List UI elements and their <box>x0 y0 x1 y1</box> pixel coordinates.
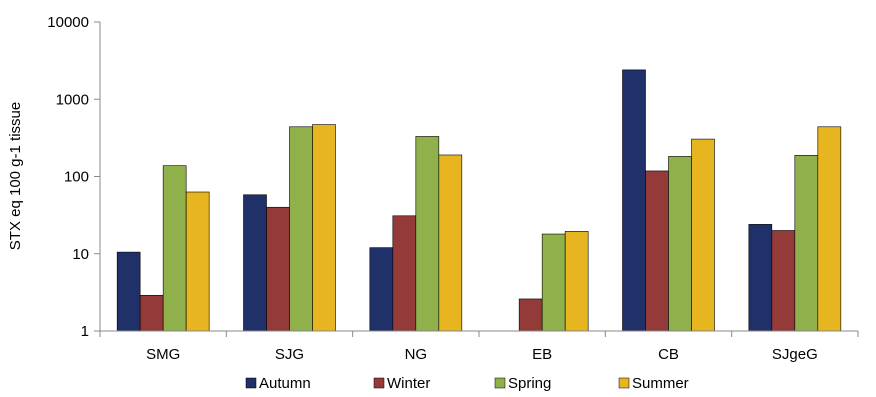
x-tick-label: NG <box>405 346 428 363</box>
bar-autumn-sjg <box>243 194 267 332</box>
legend-label-spring: Spring <box>508 375 551 392</box>
bar-autumn-smg <box>116 251 141 332</box>
y-axis-title-group: STX eq 100 g-1 tissue <box>7 102 24 250</box>
legend-label-winter: Winter <box>387 375 430 392</box>
x-tick-label: SMG <box>146 346 180 363</box>
bar-summer-sjg <box>312 124 336 332</box>
bars <box>116 69 842 332</box>
bar-summer-cb <box>691 138 715 332</box>
legend-swatch-spring <box>494 377 506 389</box>
bar-winter-sjgeg <box>771 230 796 332</box>
bar-winter-cb <box>645 170 669 332</box>
legend-label-autumn: Autumn <box>259 375 311 392</box>
bar-winter-ng <box>392 215 417 332</box>
y-tick-label: 1000 <box>56 91 89 108</box>
bar-winter-sjg <box>266 206 290 332</box>
x-tick-label: SJG <box>275 346 304 363</box>
y-tick-label: 10000 <box>47 14 89 31</box>
legend-label-summer: Summer <box>632 375 689 392</box>
bar-summer-ng <box>438 154 463 332</box>
y-tick-label: 100 <box>64 169 89 186</box>
y-axis-title: STX eq 100 g-1 tissue <box>7 102 24 250</box>
bar-winter-eb <box>518 298 543 332</box>
bar-spring-ng <box>415 136 440 332</box>
bar-autumn-sjgeg <box>748 224 773 332</box>
legend-swatch-winter <box>373 377 385 389</box>
x-tick-label: CB <box>658 346 679 363</box>
bar-spring-smg <box>162 165 187 332</box>
bar-autumn-ng <box>369 247 394 332</box>
x-tick-label: SJgeG <box>772 346 818 363</box>
y-tick-label: 10 <box>72 246 89 263</box>
y-axis-ticks: 1 10 100 1000 10000 <box>47 14 100 340</box>
bar-summer-smg <box>185 191 210 332</box>
legend-swatch-autumn <box>245 377 257 389</box>
x-tick-label: EB <box>532 346 552 363</box>
bar-winter-smg <box>139 294 164 332</box>
x-axis-ticks: SMG SJG NG EB CB SJgeG <box>99 331 859 363</box>
y-tick-label: 1 <box>81 323 89 340</box>
bar-summer-sjgeg <box>817 126 842 332</box>
bar-spring-eb <box>541 233 566 332</box>
legend-swatch-summer <box>618 377 630 389</box>
bar-summer-eb <box>564 231 589 332</box>
legend: Autumn Winter Spring Summer <box>245 375 689 392</box>
bar-autumn-cb <box>622 69 646 332</box>
bar-spring-sjgeg <box>794 155 819 332</box>
bar-spring-cb <box>668 156 692 332</box>
bar-spring-sjg <box>289 126 313 332</box>
